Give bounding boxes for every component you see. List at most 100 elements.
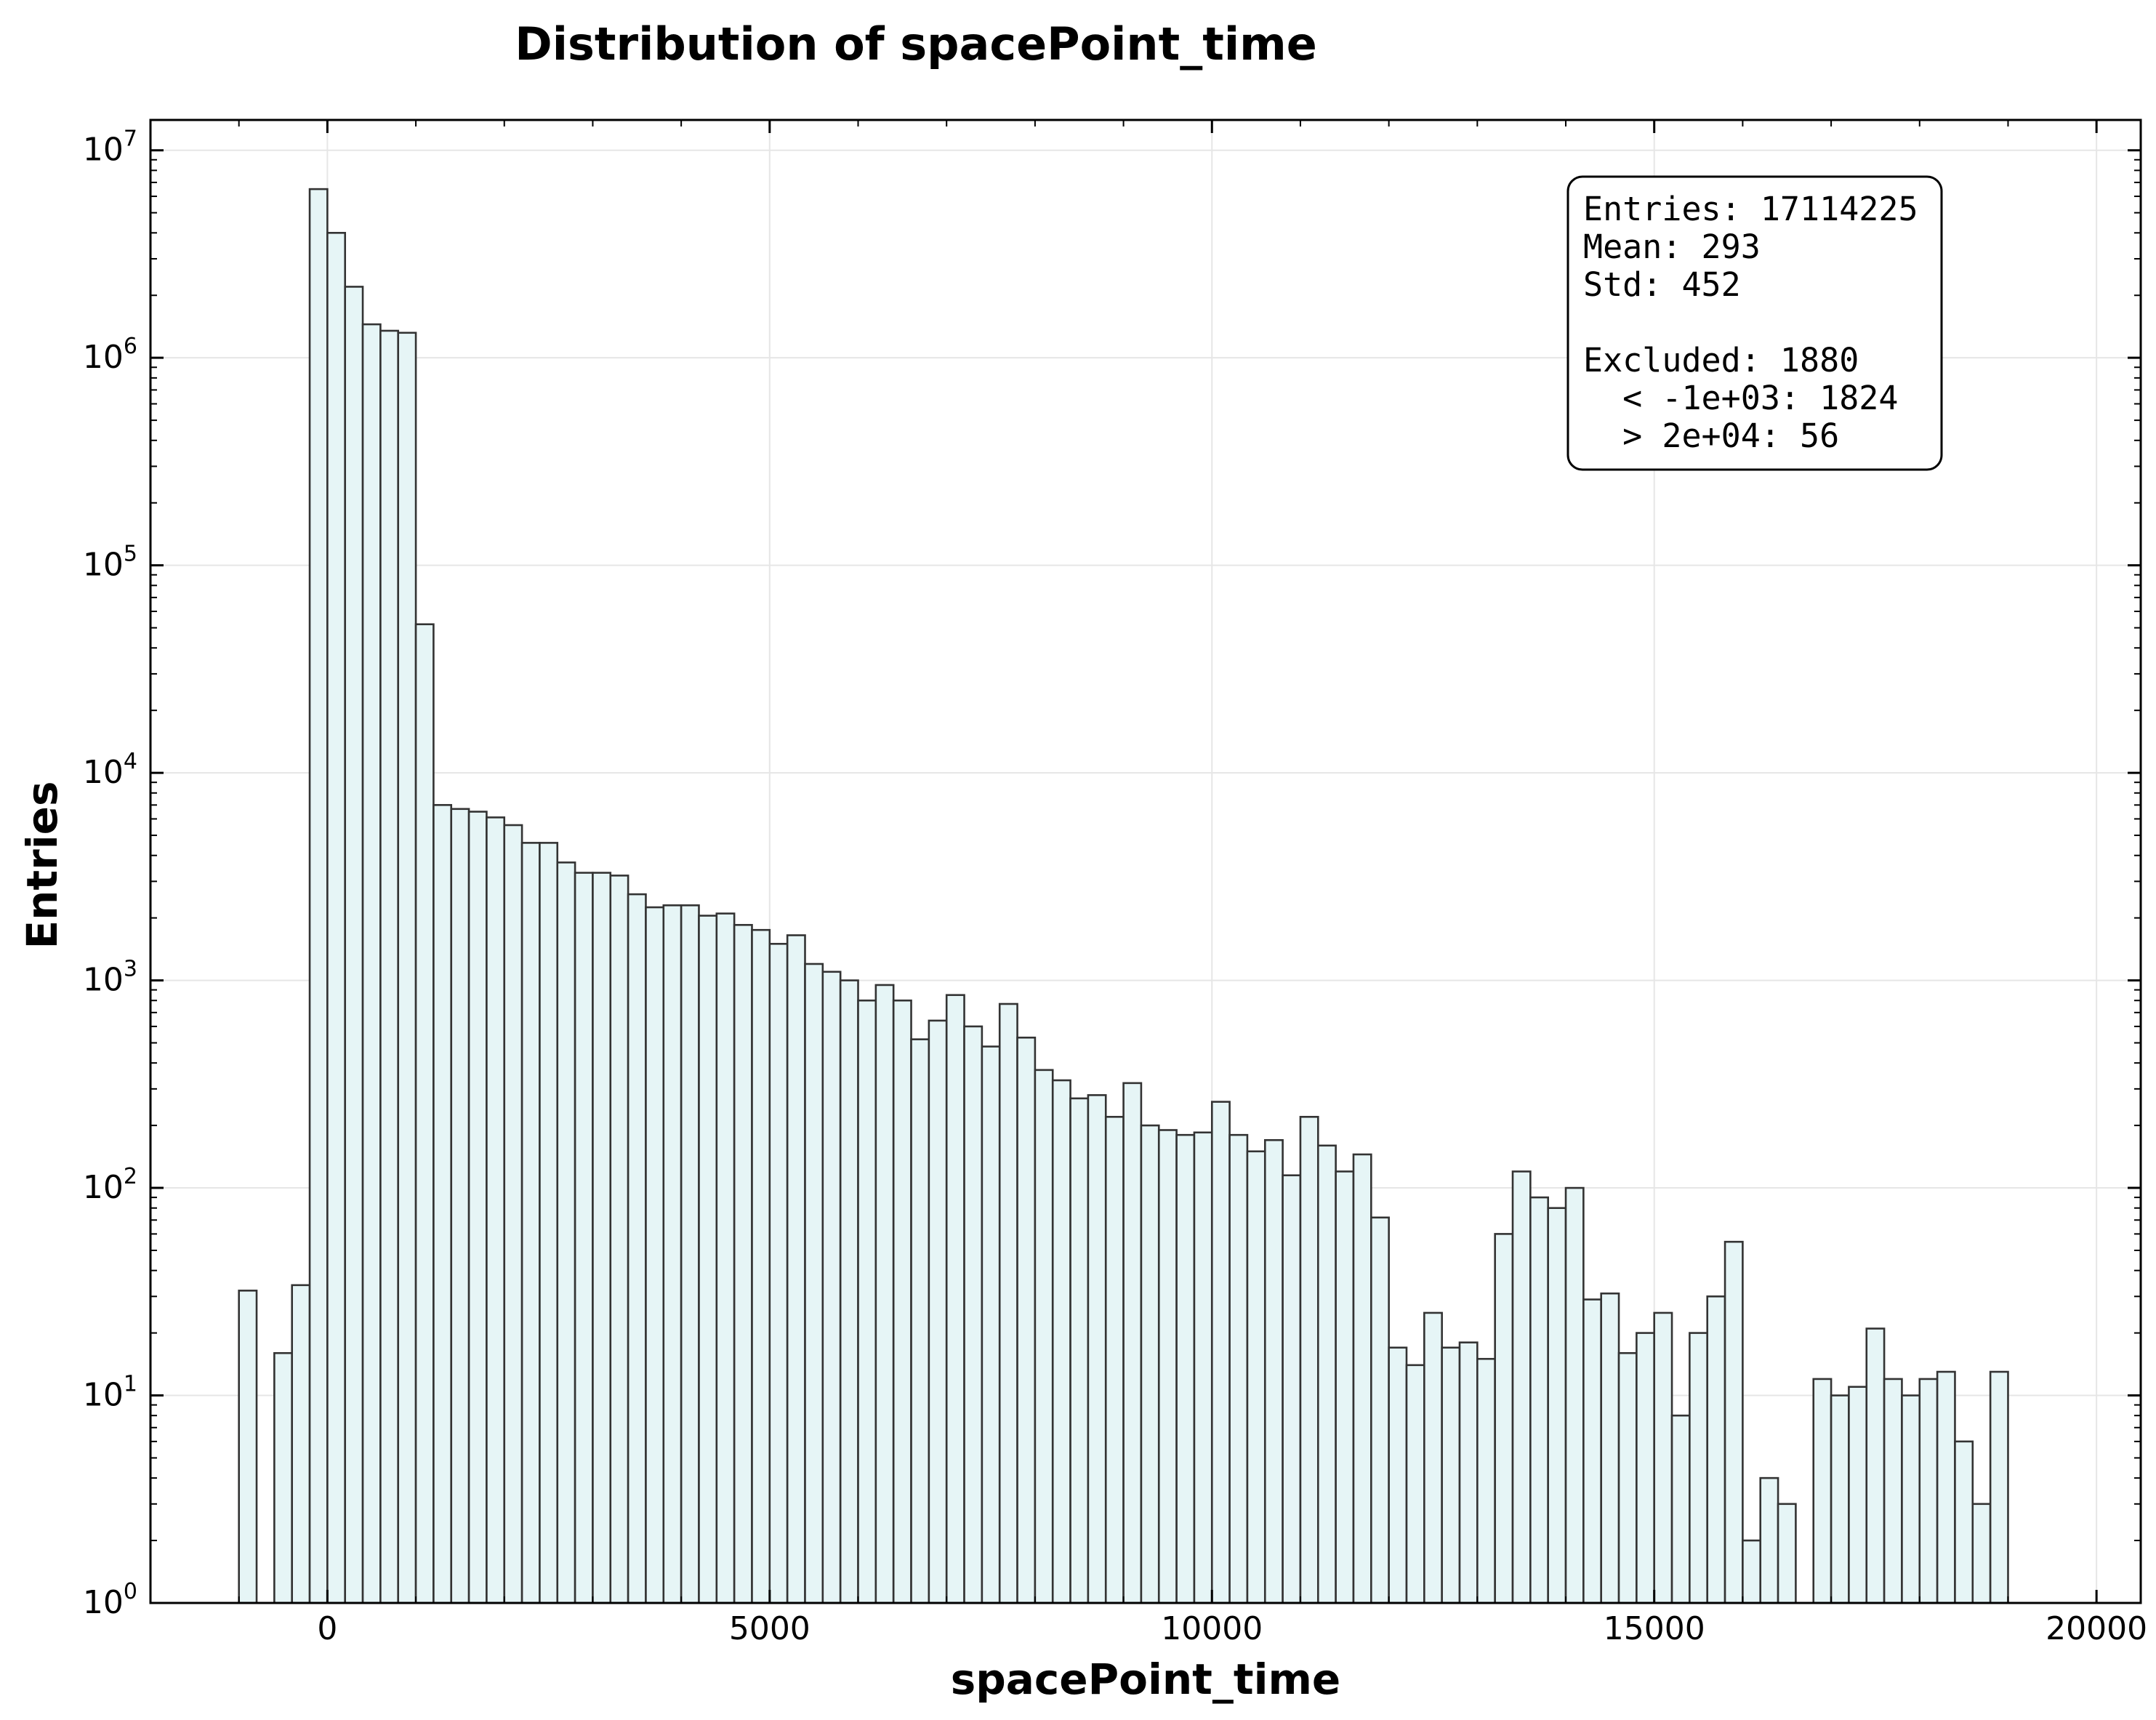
histogram-bar (1706, 1295, 1726, 1604)
histogram-bar (1936, 1370, 1956, 1604)
histogram-bar (1971, 1503, 1992, 1604)
stats-box: Entries: 17114225 Mean: 293 Std: 452 Exc… (1566, 175, 1943, 471)
histogram-bar (680, 904, 700, 1604)
histogram-bar (1246, 1150, 1266, 1604)
histogram-bar (733, 924, 753, 1604)
histogram-bar (715, 912, 736, 1604)
x-tick-labels: 0 5000 10000 15000 20000 (317, 1610, 2147, 1647)
histogram-bar (414, 623, 435, 1604)
histogram-bar (1689, 1332, 1709, 1604)
histogram-bar (768, 943, 789, 1604)
histogram-bar (1140, 1124, 1160, 1604)
y-tick-labels: 100 101 102 103 104 105 106 107 (83, 126, 137, 1621)
histogram-bar (1157, 1129, 1178, 1604)
y-axis-label: Entries (17, 781, 67, 949)
histogram-bar (1263, 1138, 1284, 1604)
histogram-bar (1511, 1170, 1532, 1604)
histogram-bar (627, 893, 647, 1604)
histogram-bar (556, 861, 576, 1604)
histogram-bar (1051, 1079, 1071, 1604)
histogram-bar (1742, 1539, 1762, 1604)
histogram-bar (698, 915, 718, 1604)
histogram-bar (1617, 1351, 1638, 1604)
histogram-bar (1777, 1503, 1797, 1604)
y-tick-label: 101 (83, 1372, 137, 1414)
histogram-bar (910, 1038, 930, 1604)
histogram-bar (928, 1019, 948, 1604)
histogram-bar (609, 875, 629, 1604)
histogram-bar (981, 1045, 1001, 1604)
plot-frame (149, 118, 2142, 1604)
histogram-bars (238, 188, 2009, 1604)
histogram-bar (804, 963, 824, 1604)
histogram-bar (857, 999, 877, 1604)
chart-title: Distribution of spacePoint_time (515, 17, 1317, 71)
y-tick-label: 105 (83, 542, 137, 584)
histogram-bar (892, 999, 912, 1604)
histogram-bar (1104, 1116, 1125, 1604)
histogram-bar (520, 842, 541, 1604)
histogram-bar (1016, 1037, 1037, 1604)
stats-box-frame (1566, 175, 1943, 471)
x-tick-label: 20000 (2046, 1610, 2147, 1647)
histogram-bar (1812, 1378, 1833, 1604)
histogram-bar (1210, 1101, 1231, 1604)
histogram-bar (1193, 1131, 1213, 1604)
x-tick-label: 15000 (1604, 1610, 1705, 1647)
histogram-bar (1723, 1240, 1744, 1604)
y-tick-label: 102 (83, 1164, 137, 1206)
histogram-bar (1335, 1170, 1355, 1604)
histogram-bar (751, 928, 771, 1604)
histogram-bar (786, 934, 806, 1604)
histogram-bar (1954, 1440, 1974, 1604)
histogram-bar (379, 329, 400, 1604)
histogram-bar (1175, 1133, 1196, 1604)
histogram-bar (238, 1290, 258, 1604)
x-tick-label: 0 (317, 1610, 337, 1647)
histogram-bar (1653, 1311, 1673, 1604)
histogram-bar (361, 323, 382, 1604)
histogram-bar (1759, 1476, 1779, 1604)
y-tick-label: 100 (83, 1579, 137, 1621)
histogram-bar (1069, 1097, 1090, 1604)
histogram-bar (963, 1025, 984, 1604)
histogram-bar (1918, 1378, 1939, 1604)
histogram-bar (1989, 1370, 2009, 1604)
stats-mean: Mean: 293 (1583, 228, 1761, 266)
histogram-bar (1636, 1332, 1656, 1604)
y-tick-label: 107 (83, 126, 137, 169)
y-tick-label: 103 (83, 957, 137, 999)
histogram-bar (433, 804, 453, 1604)
histogram-bar (1494, 1233, 1514, 1604)
histogram-bar (1529, 1196, 1549, 1604)
histogram-bar (574, 872, 594, 1604)
histogram-bar (1441, 1346, 1461, 1604)
histogram-bar (1476, 1357, 1496, 1604)
histogram-bar (1122, 1082, 1143, 1604)
histogram-bar (1228, 1133, 1249, 1604)
y-tick-label: 106 (83, 334, 137, 376)
histogram-bar (839, 979, 859, 1604)
stats-underflow: < -1e+03: 1824 (1583, 379, 1898, 417)
x-axis-label: spacePoint_time (951, 1655, 1341, 1704)
histogram-bar (1316, 1144, 1337, 1604)
histogram-bar (1423, 1311, 1443, 1604)
histogram-bar (1901, 1394, 1921, 1604)
stats-entries: Entries: 17114225 (1583, 190, 1918, 228)
histogram-bar (308, 188, 329, 1604)
histogram-bar (450, 808, 470, 1604)
histogram-bar (592, 872, 612, 1604)
x-tick-label: 10000 (1161, 1610, 1263, 1647)
histogram-bar (1282, 1174, 1302, 1604)
histogram-bar (1883, 1378, 1903, 1604)
stats-overflow: > 2e+04: 56 (1583, 417, 1839, 455)
histogram-bar (486, 816, 506, 1604)
axis-ticks (150, 120, 2141, 1604)
stats-excluded: Excluded: 1880 (1583, 341, 1859, 379)
histogram-bar (344, 286, 364, 1604)
histogram-bar (1087, 1094, 1107, 1604)
histogram-bar (1547, 1207, 1567, 1604)
histogram-bar (1865, 1327, 1886, 1604)
histogram-bar (662, 904, 683, 1604)
histogram-bar (467, 811, 488, 1604)
